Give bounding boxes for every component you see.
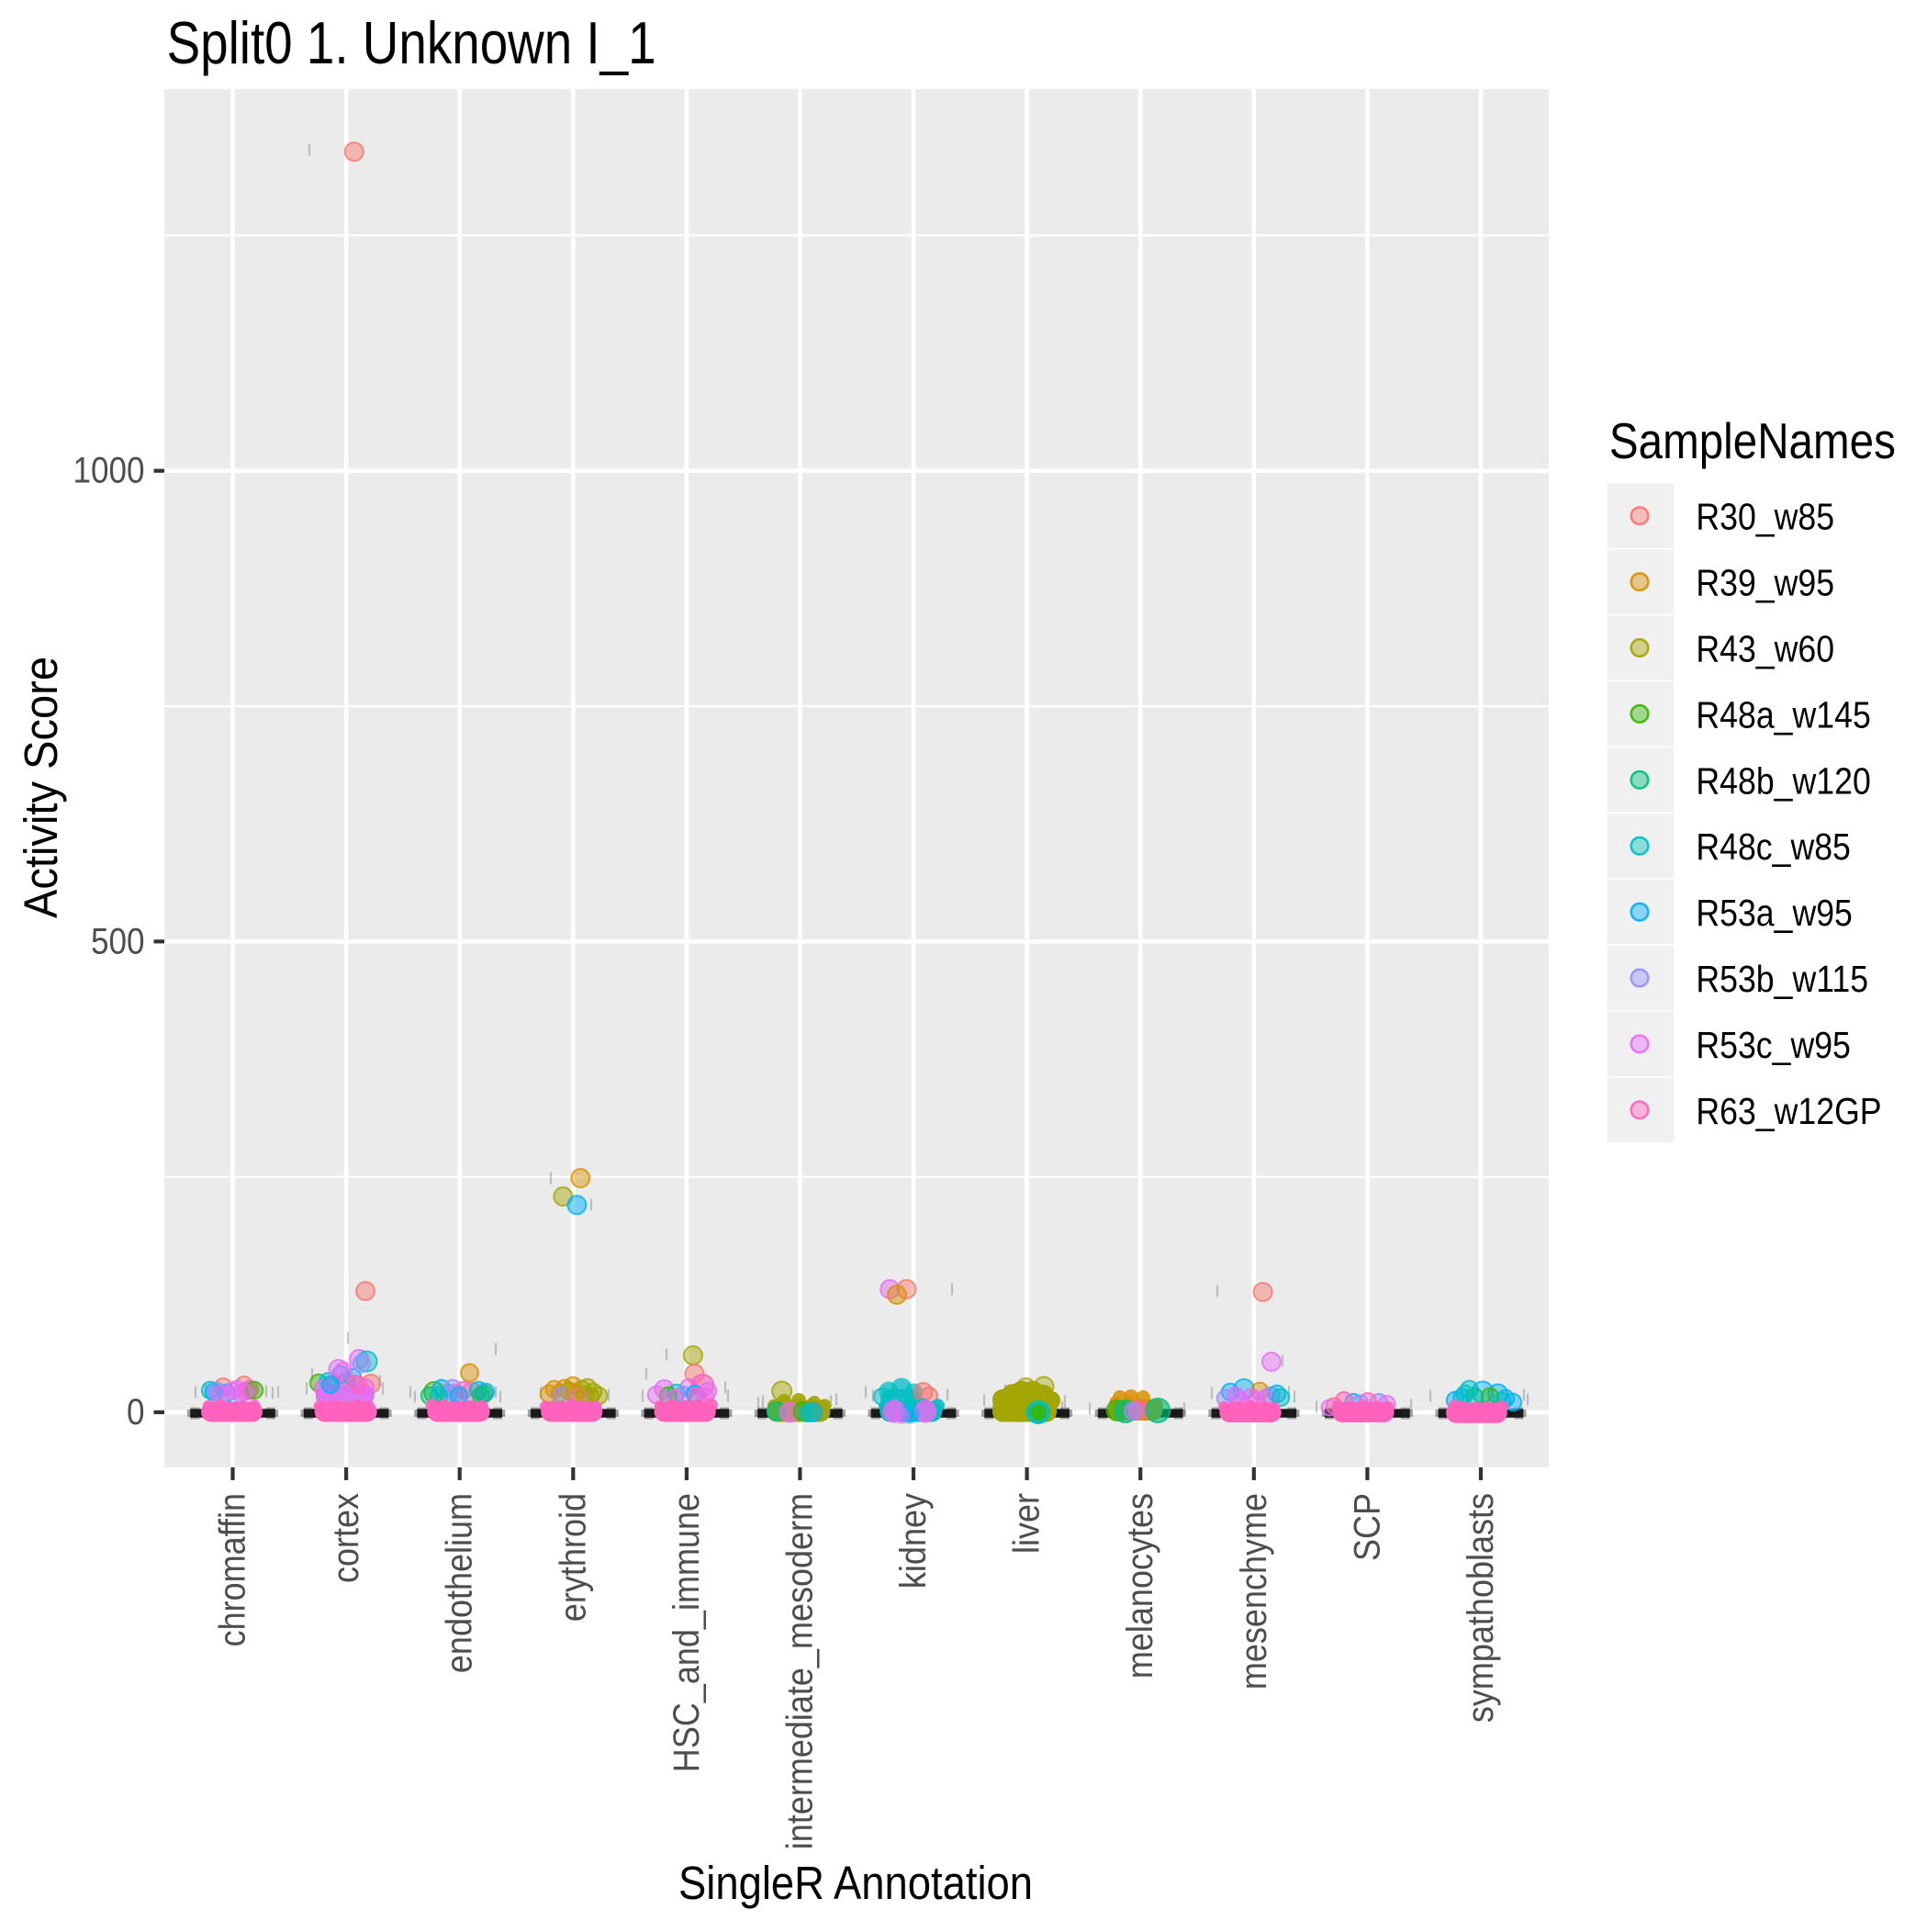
svg-text:SingleR Annotation: SingleR Annotation xyxy=(678,1857,1033,1909)
svg-text:endothelium: endothelium xyxy=(440,1493,480,1673)
svg-text:R53b_w115: R53b_w115 xyxy=(1696,958,1868,1000)
svg-text:R30_w85: R30_w85 xyxy=(1696,496,1834,538)
svg-text:SampleNames: SampleNames xyxy=(1609,413,1896,469)
svg-text:0: 0 xyxy=(127,1392,145,1432)
svg-text:R63_w12GP: R63_w12GP xyxy=(1696,1090,1881,1132)
svg-text:Split0 1. Unknown I_1: Split0 1. Unknown I_1 xyxy=(167,9,656,76)
svg-text:kidney: kidney xyxy=(893,1493,934,1589)
svg-text:R48a_w145: R48a_w145 xyxy=(1696,693,1870,736)
svg-text:1000: 1000 xyxy=(73,451,145,491)
svg-text:SCP: SCP xyxy=(1347,1493,1387,1561)
svg-text:chromaffin: chromaffin xyxy=(213,1493,253,1646)
svg-text:sympathoblasts: sympathoblasts xyxy=(1461,1493,1501,1723)
svg-text:500: 500 xyxy=(91,921,145,961)
svg-text:cortex: cortex xyxy=(326,1493,366,1583)
svg-text:R48b_w120: R48b_w120 xyxy=(1696,759,1870,802)
svg-text:R43_w60: R43_w60 xyxy=(1696,628,1834,670)
svg-text:R39_w95: R39_w95 xyxy=(1696,562,1834,604)
svg-text:R53a_w95: R53a_w95 xyxy=(1696,892,1853,934)
svg-text:mesenchyme: mesenchyme xyxy=(1234,1493,1274,1690)
svg-text:Activity Score: Activity Score xyxy=(15,657,67,918)
svg-text:HSC_and_immune: HSC_and_immune xyxy=(667,1493,707,1772)
svg-text:melanocytes: melanocytes xyxy=(1120,1493,1160,1679)
svg-text:intermediate_mesoderm: intermediate_mesoderm xyxy=(779,1493,820,1849)
svg-text:liver: liver xyxy=(1007,1493,1048,1554)
svg-text:R53c_w95: R53c_w95 xyxy=(1696,1024,1851,1066)
svg-text:erythroid: erythroid xyxy=(553,1493,593,1622)
svg-text:R48c_w85: R48c_w85 xyxy=(1696,826,1851,868)
